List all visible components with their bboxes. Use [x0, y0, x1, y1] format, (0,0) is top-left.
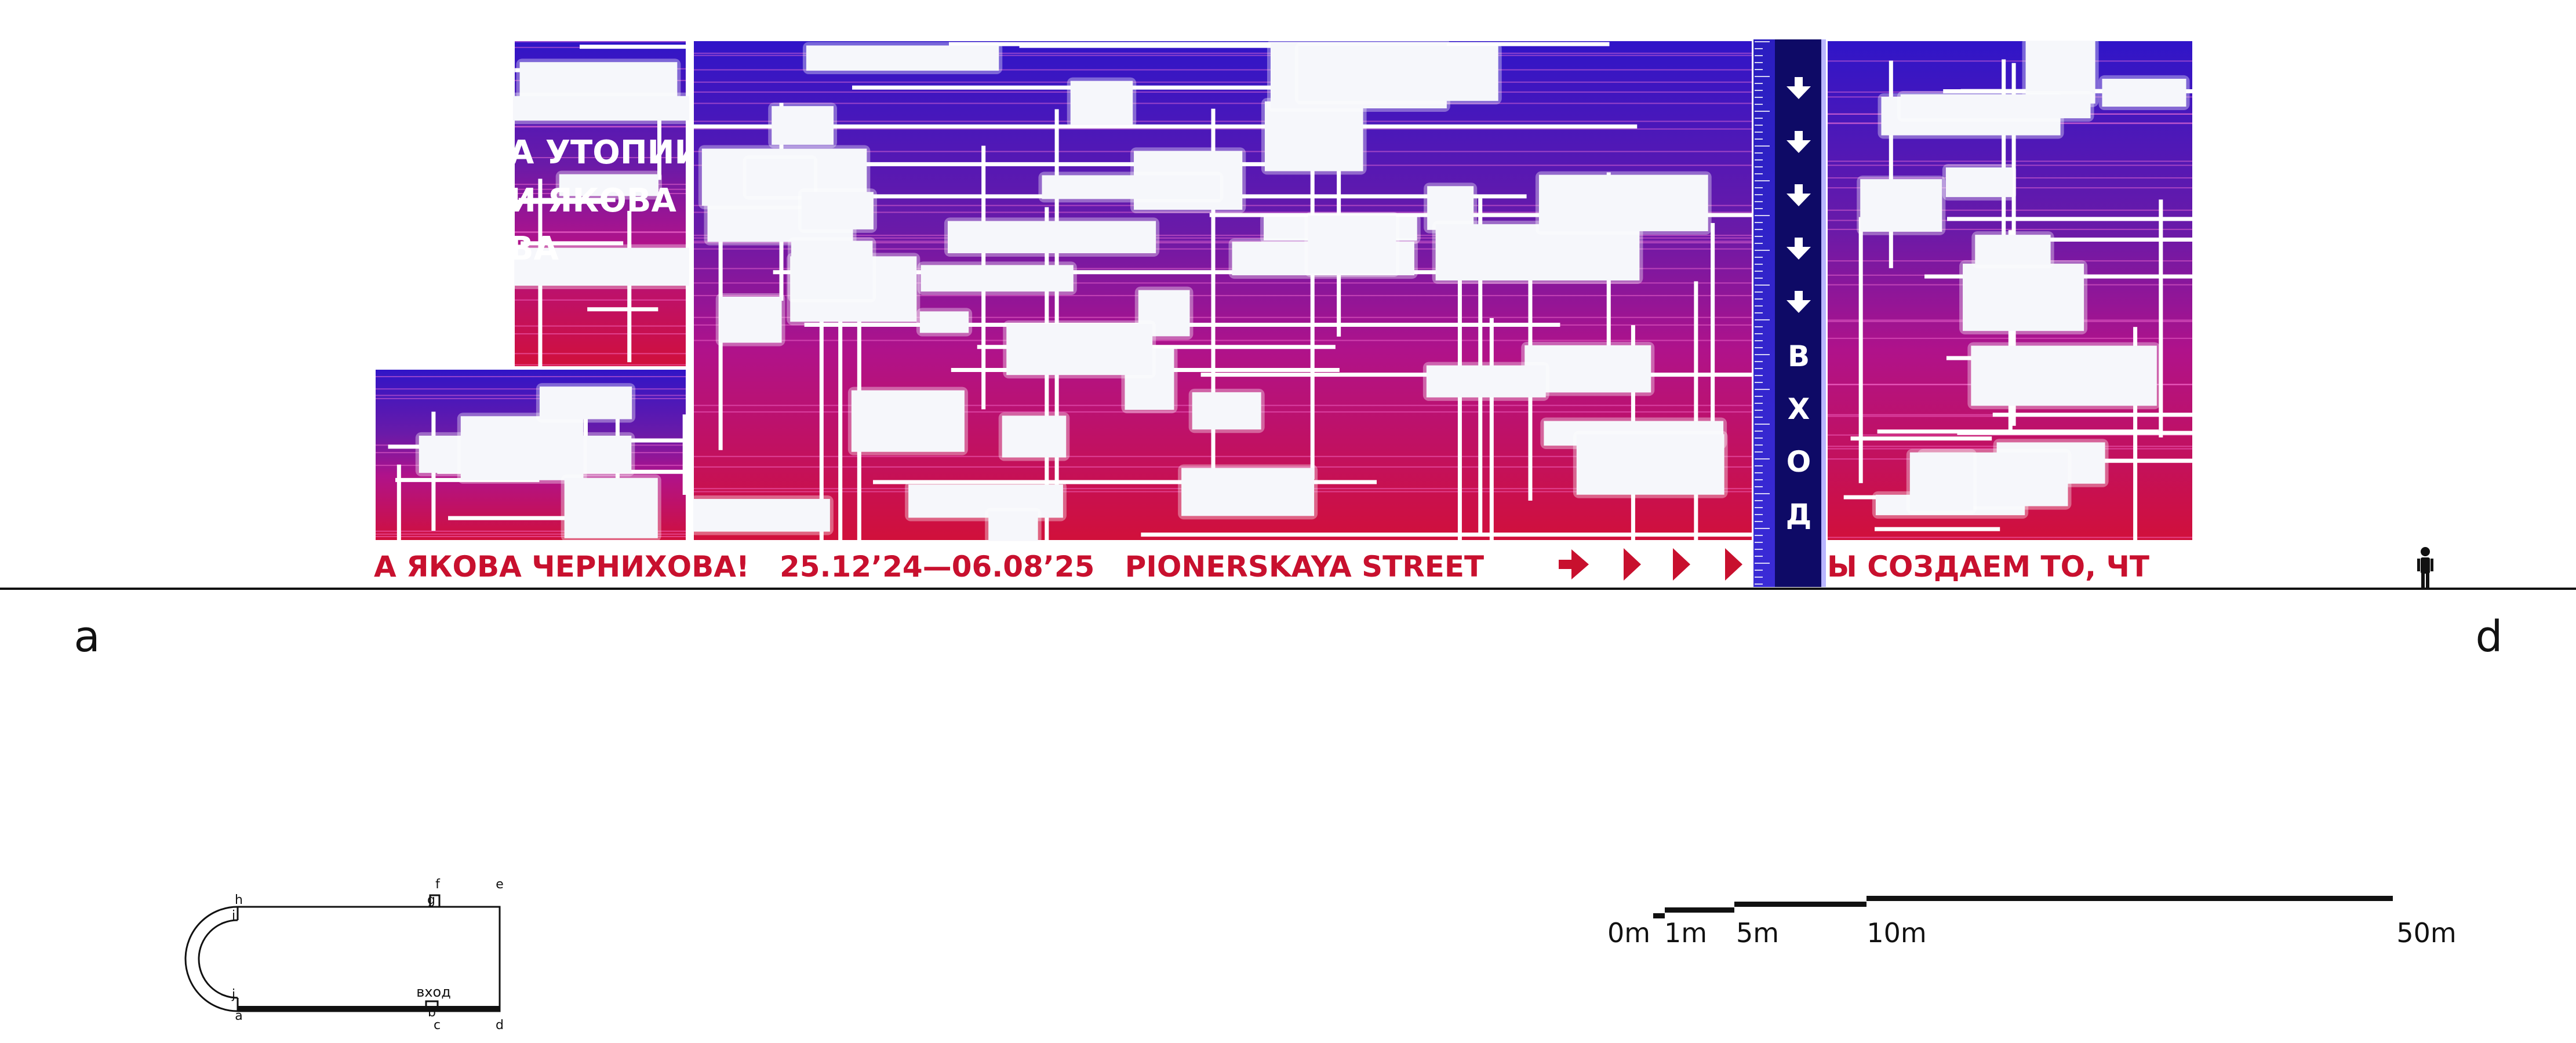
- white-panel: [1860, 179, 1942, 232]
- white-panel: [1070, 81, 1133, 125]
- entrance-letter-1: В: [1788, 340, 1810, 373]
- banner-text-right: Ы СОЗДАЕМ ТО, ЧТ: [1827, 550, 2149, 584]
- banner-arrows: [1559, 548, 1742, 581]
- white-panel: [1538, 174, 1708, 232]
- entrance-strip: В Х О Д: [1753, 39, 1826, 587]
- white-panel: [1426, 365, 1546, 397]
- headline-line-3: ВА: [509, 230, 559, 268]
- key-plan-labels: h f e g i j a b c d вход: [231, 877, 504, 1033]
- main-block-edge: [686, 39, 694, 587]
- headline-line-1: А УТОПИИ:: [509, 134, 715, 172]
- right-arrow-icon: [1559, 549, 1589, 579]
- white-panel: [2102, 78, 2186, 107]
- section-label-left: a: [74, 612, 100, 662]
- white-panel: [851, 390, 965, 452]
- white-panel: [1042, 175, 1220, 199]
- plan-point-c: c: [434, 1018, 441, 1033]
- white-panel: [1192, 392, 1261, 430]
- plan-point-f: f: [435, 877, 441, 892]
- white-panel: [1975, 235, 2051, 265]
- white-panel: [947, 221, 1156, 254]
- down-arrow-icon: [1787, 238, 1811, 260]
- down-arrow-icon: [1787, 77, 1811, 99]
- right-triangle-icon: [1673, 548, 1690, 581]
- facade-headline: А УТОПИИ: И ЯКОВА ВА: [509, 134, 715, 268]
- key-plan: [184, 894, 501, 1012]
- entrance-letter-2: Х: [1788, 392, 1810, 426]
- entrance-letters: В Х О Д: [1786, 340, 1812, 531]
- white-panel: [539, 386, 632, 420]
- plan-entrance-label: вход: [416, 984, 451, 1000]
- white-panel: [919, 311, 969, 333]
- white-panel: [2025, 41, 2095, 104]
- white-panel: [746, 159, 814, 196]
- panel-group-3: [1857, 39, 2190, 519]
- white-panel: [559, 174, 658, 196]
- white-panel: [806, 45, 999, 71]
- plan-point-h: h: [235, 893, 243, 907]
- white-panel: [1909, 452, 1974, 511]
- scale-tick-0m: 0m: [1607, 917, 1650, 949]
- white-panel: [513, 96, 689, 121]
- white-panel: [460, 416, 584, 480]
- entrance-arrows: [1787, 77, 1811, 313]
- headline-line-2: И ЯКОВА: [509, 182, 677, 220]
- white-panel: [519, 62, 678, 97]
- white-panel: [988, 511, 1038, 541]
- down-arrow-icon: [1787, 131, 1811, 153]
- plan-point-b: b: [428, 1005, 436, 1020]
- plan-point-j: j: [231, 987, 235, 1002]
- white-panel: [1945, 167, 2013, 198]
- white-panel: [1181, 468, 1315, 516]
- down-arrow-icon: [1787, 184, 1811, 206]
- entrance-letter-3: О: [1787, 445, 1811, 479]
- entrance-ruler: [1755, 41, 1770, 585]
- scale-bar-labels: 0m 1m 5m 10m 50m: [1607, 917, 2457, 949]
- white-panel: [1002, 415, 1067, 458]
- facade-panels: [415, 39, 2190, 542]
- scale-tick-50m: 50m: [2396, 917, 2456, 949]
- scale-tick-10m: 10m: [1866, 917, 1926, 949]
- white-panel: [1900, 94, 2091, 119]
- scale-bar: [1653, 896, 2393, 918]
- scale-tick-1m: 1m: [1664, 917, 1707, 949]
- white-panel: [514, 247, 689, 286]
- person-scale-figure: [2417, 547, 2433, 588]
- plan-point-d: d: [496, 1018, 504, 1033]
- white-panel: [1971, 345, 2157, 406]
- plan-point-g: g: [427, 893, 435, 907]
- scale-tick-5m: 5m: [1736, 917, 1779, 949]
- section-label-right: d: [2476, 612, 2503, 662]
- white-panel: [693, 499, 830, 532]
- entrance-letter-4: Д: [1786, 498, 1812, 531]
- banner-text: А ЯКОВА ЧЕРНИХОВА! 25.12’24—06.08’25 PIO…: [374, 550, 1484, 584]
- white-panel: [1963, 264, 2084, 331]
- panel-group-0: [415, 383, 661, 542]
- white-panel: [920, 265, 1074, 292]
- white-panel: [791, 240, 873, 300]
- white-panel: [1308, 216, 1396, 274]
- right-triangle-icon: [1725, 548, 1742, 581]
- plan-point-e: e: [496, 877, 504, 892]
- white-panel: [1006, 324, 1153, 375]
- white-panel: [1298, 46, 1498, 101]
- white-panel: [564, 477, 658, 538]
- white-panel: [1576, 434, 1724, 495]
- banner: А ЯКОВА ЧЕРНИХОВА! 25.12’24—06.08’25 PIO…: [374, 542, 2194, 587]
- white-panel: [772, 106, 834, 145]
- down-arrow-icon: [1787, 291, 1811, 313]
- white-panel: [1264, 101, 1363, 172]
- panel-group-2: [690, 39, 1728, 542]
- right-triangle-icon: [1624, 548, 1641, 581]
- white-panel: [801, 192, 874, 229]
- white-panel: [1427, 186, 1474, 230]
- white-panel: [1435, 224, 1640, 281]
- panel-group-1: [513, 59, 689, 290]
- plan-point-i: i: [232, 909, 235, 923]
- plan-point-a: a: [235, 1009, 242, 1023]
- white-panel: [719, 296, 782, 343]
